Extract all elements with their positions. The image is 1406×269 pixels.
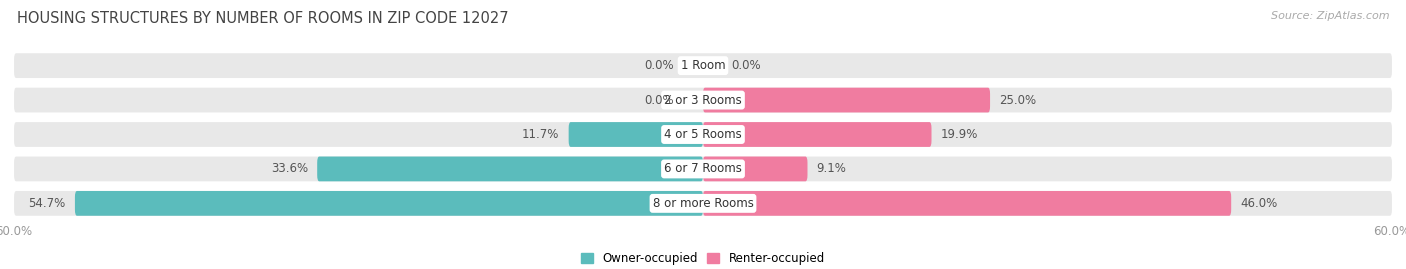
Text: 19.9%: 19.9%: [941, 128, 979, 141]
FancyBboxPatch shape: [568, 122, 703, 147]
FancyBboxPatch shape: [14, 191, 1392, 216]
Text: 6 or 7 Rooms: 6 or 7 Rooms: [664, 162, 742, 175]
FancyBboxPatch shape: [14, 122, 1392, 147]
Text: 8 or more Rooms: 8 or more Rooms: [652, 197, 754, 210]
Text: 54.7%: 54.7%: [28, 197, 66, 210]
Text: 25.0%: 25.0%: [1000, 94, 1036, 107]
Text: 1 Room: 1 Room: [681, 59, 725, 72]
Text: 2 or 3 Rooms: 2 or 3 Rooms: [664, 94, 742, 107]
FancyBboxPatch shape: [14, 157, 1392, 181]
Text: 4 or 5 Rooms: 4 or 5 Rooms: [664, 128, 742, 141]
Text: 11.7%: 11.7%: [522, 128, 560, 141]
Text: 46.0%: 46.0%: [1240, 197, 1278, 210]
FancyBboxPatch shape: [703, 157, 807, 181]
FancyBboxPatch shape: [318, 157, 703, 181]
FancyBboxPatch shape: [703, 88, 990, 112]
Text: 33.6%: 33.6%: [271, 162, 308, 175]
Text: 0.0%: 0.0%: [731, 59, 761, 72]
FancyBboxPatch shape: [703, 122, 932, 147]
FancyBboxPatch shape: [14, 88, 1392, 112]
Legend: Owner-occupied, Renter-occupied: Owner-occupied, Renter-occupied: [576, 247, 830, 269]
Text: Source: ZipAtlas.com: Source: ZipAtlas.com: [1271, 11, 1389, 21]
FancyBboxPatch shape: [703, 191, 1232, 216]
FancyBboxPatch shape: [14, 53, 1392, 78]
Text: 0.0%: 0.0%: [645, 94, 675, 107]
FancyBboxPatch shape: [75, 191, 703, 216]
Text: 9.1%: 9.1%: [817, 162, 846, 175]
Text: 0.0%: 0.0%: [645, 59, 675, 72]
Text: HOUSING STRUCTURES BY NUMBER OF ROOMS IN ZIP CODE 12027: HOUSING STRUCTURES BY NUMBER OF ROOMS IN…: [17, 11, 509, 26]
